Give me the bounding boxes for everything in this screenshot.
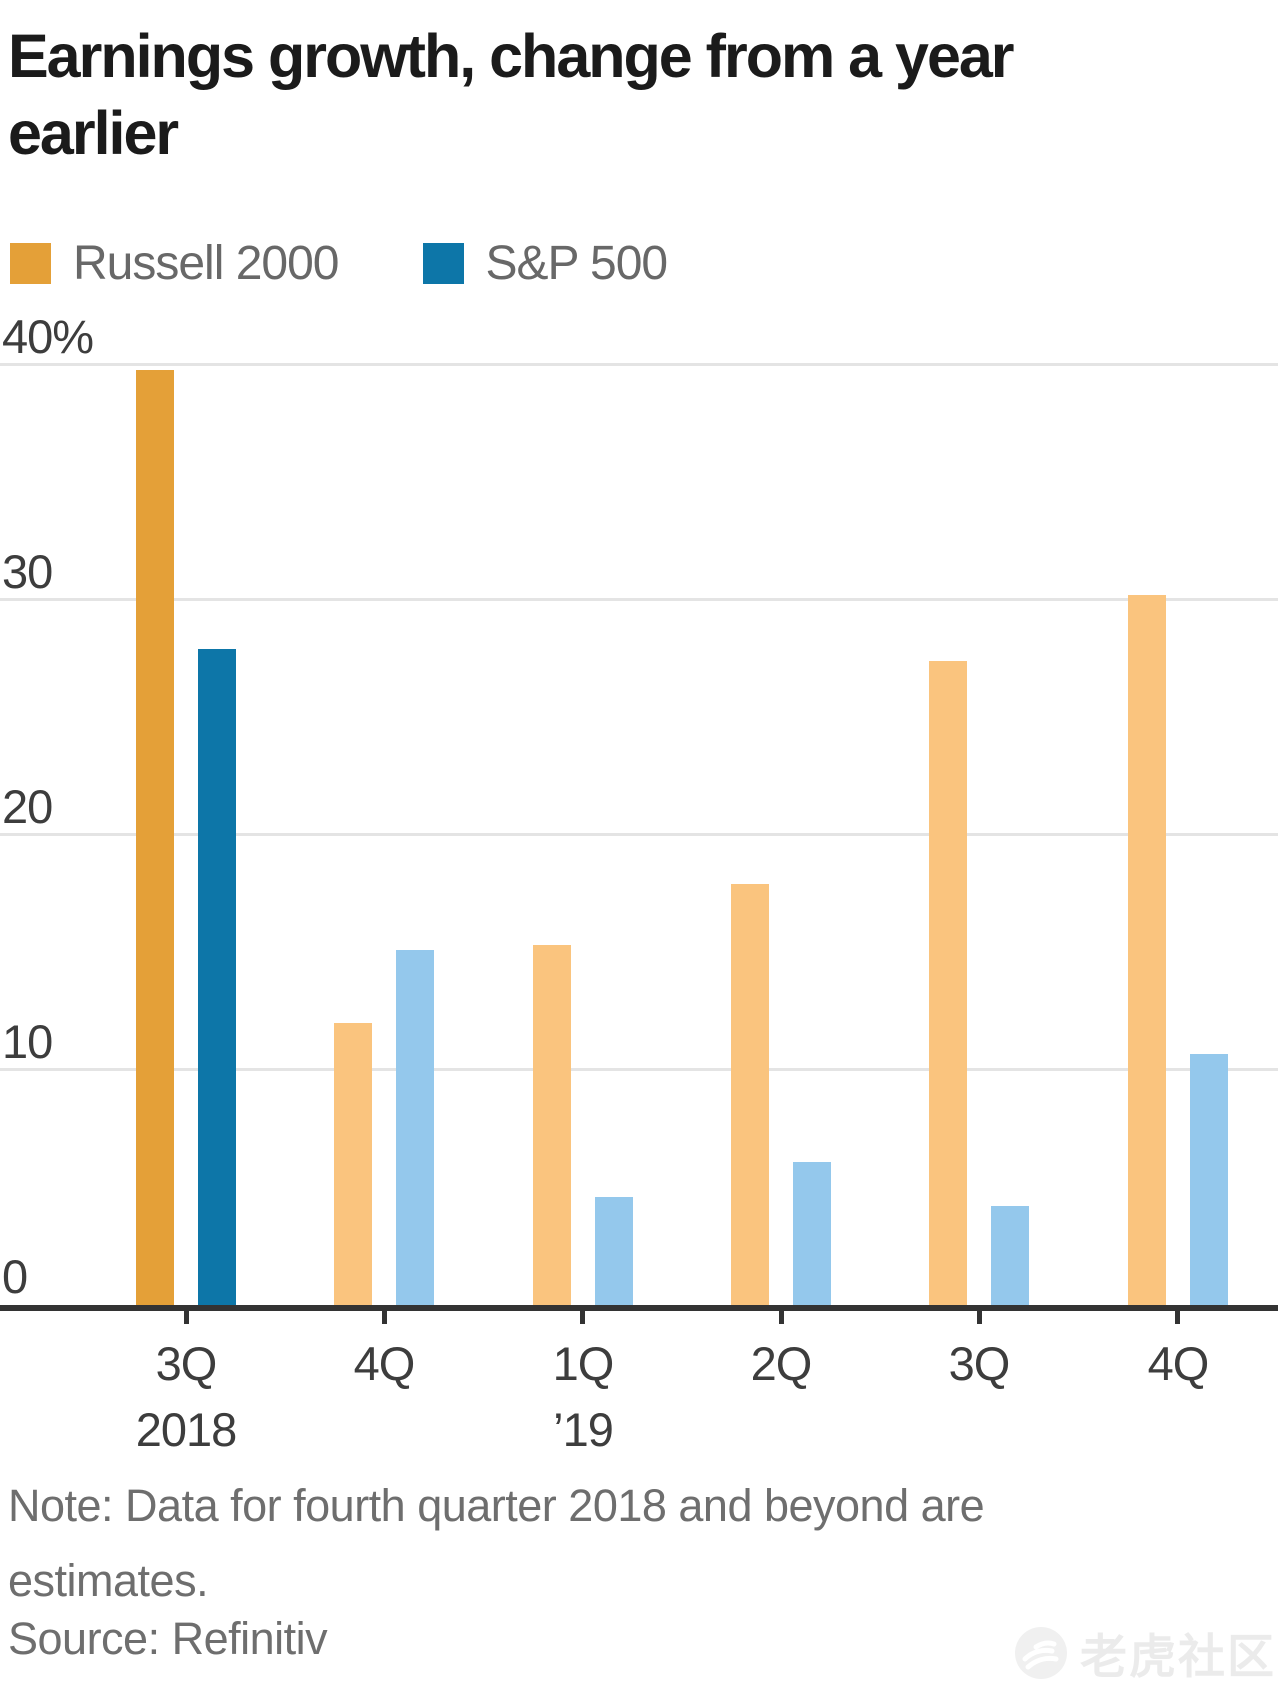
bar-s-p-500-3q-2019 bbox=[991, 1206, 1029, 1305]
x-tick-label-3q-2019: 3Q bbox=[948, 1337, 1011, 1390]
watermark-text: 老虎社区 bbox=[1080, 1630, 1276, 1683]
x-tick-label-1q-2019: 1Q bbox=[552, 1337, 615, 1390]
legend-item-sp-500: S&P 500 bbox=[422, 236, 669, 291]
x-tick-label-3q-2018: 3Q bbox=[155, 1337, 218, 1390]
page-title: Earnings growth, change from a year earl… bbox=[8, 18, 1228, 172]
x-tick-2q-2019 bbox=[779, 1311, 784, 1324]
y-tick-label-40: 40% bbox=[2, 310, 94, 363]
y-tick-label-10: 10 bbox=[2, 1015, 53, 1068]
x-tick-3q-2019 bbox=[977, 1311, 982, 1324]
x-tick-label-year-19: ’19 bbox=[553, 1403, 614, 1456]
gridline-10 bbox=[0, 1068, 1278, 1071]
chart-note: Note: Data for fourth quarter 2018 and b… bbox=[8, 1468, 985, 1618]
bar-russell-2000-4q-2018 bbox=[334, 1023, 372, 1305]
x-tick-label-year-2018: 2018 bbox=[135, 1403, 238, 1456]
chart-note-line-2: estimates. bbox=[8, 1555, 209, 1606]
x-tick-label-4q-2019: 4Q bbox=[1147, 1337, 1210, 1390]
title-line-2: earlier bbox=[8, 99, 179, 167]
x-tick-label-4q-2018: 4Q bbox=[353, 1337, 416, 1390]
legend-swatch-russell-2000 bbox=[10, 243, 51, 284]
x-tick-3q-2018 bbox=[184, 1311, 189, 1324]
watermark: 老虎社区 bbox=[1014, 1618, 1276, 1687]
legend-label-sp-500: S&P 500 bbox=[485, 237, 669, 290]
bar-russell-2000-1q-2019 bbox=[533, 945, 571, 1305]
bar-russell-2000-4q-2019 bbox=[1128, 595, 1166, 1305]
legend-swatch-sp-500 bbox=[422, 243, 464, 284]
y-tick-label-20: 20 bbox=[2, 780, 53, 833]
bar-s-p-500-4q-2018 bbox=[396, 950, 434, 1305]
bar-chart-plot: 40% 30 20 10 0 3Q 2018 4Q 1Q ’19 2Q 3Q 4Q bbox=[0, 310, 1278, 1456]
y-tick-label-30: 30 bbox=[2, 545, 53, 598]
y-tick-label-0: 0 bbox=[2, 1250, 28, 1303]
tiger-badge-icon bbox=[1015, 1626, 1067, 1679]
bar-russell-2000-2q-2019 bbox=[731, 884, 769, 1305]
bar-s-p-500-3q-2018 bbox=[198, 649, 236, 1305]
x-tick-4q-2018 bbox=[382, 1311, 387, 1324]
chart-note-line-1: Note: Data for fourth quarter 2018 and b… bbox=[8, 1480, 985, 1531]
legend-item-russell-2000: Russell 2000 bbox=[10, 236, 339, 291]
gridline-30 bbox=[0, 598, 1278, 601]
x-axis-line bbox=[0, 1305, 1278, 1311]
bar-russell-2000-3q-2018 bbox=[136, 370, 174, 1305]
bar-russell-2000-3q-2019 bbox=[929, 661, 967, 1305]
x-tick-label-2q-2019: 2Q bbox=[750, 1337, 813, 1390]
bar-s-p-500-4q-2019 bbox=[1190, 1054, 1228, 1305]
x-tick-4q-2019 bbox=[1175, 1311, 1180, 1324]
gridline-40 bbox=[0, 363, 1278, 366]
x-tick-1q-2019 bbox=[580, 1311, 585, 1324]
chart-legend: Russell 2000 S&P 500 bbox=[10, 236, 669, 291]
title-line-1: Earnings growth, change from a year bbox=[8, 22, 1015, 90]
bar-s-p-500-1q-2019 bbox=[595, 1197, 633, 1305]
chart-source: Source: Refinitiv bbox=[8, 1613, 328, 1664]
bar-s-p-500-2q-2019 bbox=[793, 1162, 831, 1305]
legend-label-russell-2000: Russell 2000 bbox=[73, 237, 339, 290]
gridline-20 bbox=[0, 833, 1278, 836]
